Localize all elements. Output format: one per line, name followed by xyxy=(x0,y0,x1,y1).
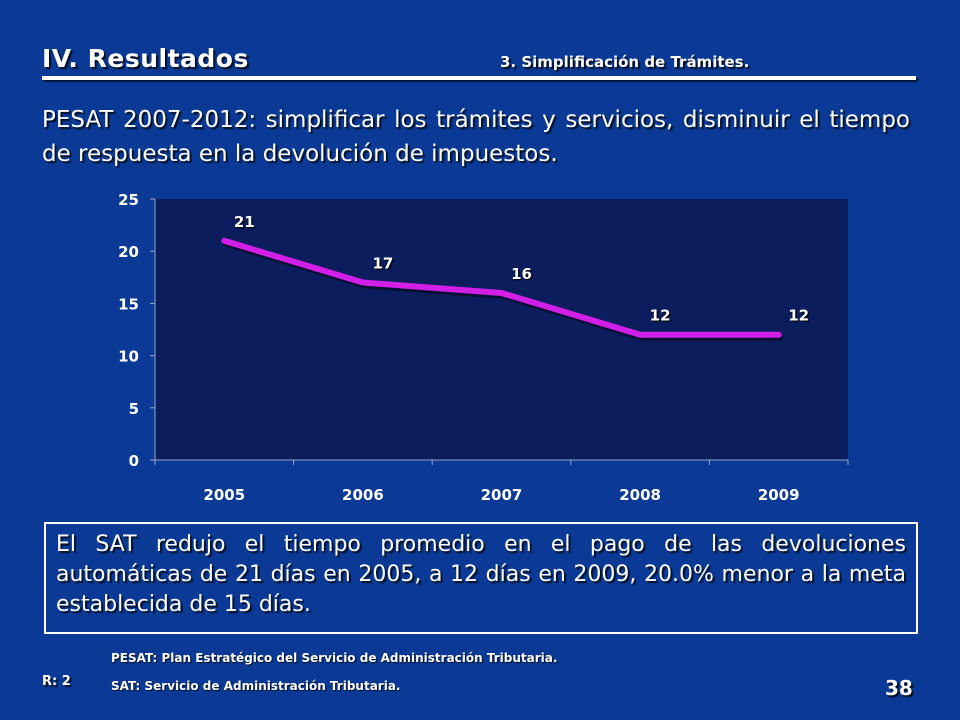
x-tick-label: 2006 xyxy=(342,486,384,504)
data-label: 16 xyxy=(511,265,532,283)
x-tick-label: 2005 xyxy=(203,486,245,504)
data-label-shadow: 16 xyxy=(513,266,534,284)
subsection-title: 3. Simplificación de Trámites. xyxy=(500,53,750,71)
data-label: 21 xyxy=(234,213,255,231)
data-label-shadow: 17 xyxy=(374,256,395,274)
data-label: 12 xyxy=(650,307,671,325)
section-title: IV. Resultados xyxy=(42,44,249,73)
series-line-layer xyxy=(221,237,784,341)
footnote-pesat: PESAT: Plan Estratégico del Servicio de … xyxy=(111,651,558,665)
data-point xyxy=(499,290,504,296)
data-label: 17 xyxy=(372,255,393,273)
chart-axes: 0 5 10 15 20 25 2005 2006 2007 2008 2009 xyxy=(118,191,849,504)
y-tick-label: 10 xyxy=(118,348,139,366)
y-tick-label: 0 xyxy=(129,452,139,470)
data-point xyxy=(776,332,782,338)
data-label-shadow: 21 xyxy=(235,214,256,232)
data-label-shadow: 12 xyxy=(790,308,811,326)
data-point xyxy=(360,280,366,286)
data-point xyxy=(637,332,643,338)
data-label-shadow: 12 xyxy=(651,308,672,326)
y-tick-label: 20 xyxy=(118,243,139,261)
data-label: 12 xyxy=(788,307,809,325)
summary-box: El SAT redujo el tiempo promedio en el p… xyxy=(44,522,918,634)
y-tick-label: 5 xyxy=(129,400,139,418)
y-tick-label: 15 xyxy=(118,295,139,313)
x-tick-label: 2008 xyxy=(619,486,661,504)
x-tick-label: 2009 xyxy=(758,486,800,504)
plot-area xyxy=(155,199,848,460)
footnote-sat: SAT: Servicio de Administración Tributar… xyxy=(111,679,401,693)
page-number: 38 xyxy=(885,676,913,700)
y-tick-label: 25 xyxy=(118,191,139,209)
slide-heading: PESAT 2007-2012: simplificar los trámite… xyxy=(42,107,910,167)
x-tick-label: 2007 xyxy=(481,486,523,504)
data-point xyxy=(221,238,227,244)
title-divider xyxy=(42,76,916,80)
reference-code: R: 2 xyxy=(42,674,71,689)
